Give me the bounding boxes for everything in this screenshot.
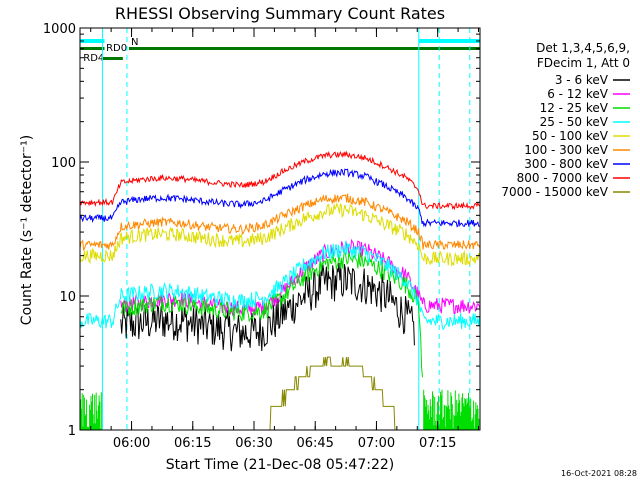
plot-frame bbox=[79, 27, 481, 431]
series-line-3 bbox=[120, 250, 423, 378]
state-bar-n-left bbox=[80, 39, 105, 43]
x-tick-label: 06:00 bbox=[113, 436, 150, 451]
legend-header-2: FDecim 1, Att 0 bbox=[537, 56, 630, 70]
series-line-4 bbox=[79, 240, 481, 330]
legend-header-1: Det 1,3,4,5,6,9, bbox=[536, 41, 630, 55]
state-bar-rd0-left bbox=[80, 47, 105, 50]
legend-label-4: 25 - 50 keV bbox=[540, 115, 609, 129]
state-bar-n-right bbox=[418, 39, 480, 43]
series-line-7 bbox=[79, 168, 480, 228]
y-tick-label: 1 bbox=[68, 424, 76, 439]
x-tick-label: 06:45 bbox=[296, 436, 333, 451]
legend-label-3: 12 - 25 keV bbox=[540, 101, 609, 115]
x-tick-label: 06:30 bbox=[235, 436, 272, 451]
y-axis-label: Count Rate (s⁻¹ detector⁻¹) bbox=[19, 135, 35, 325]
y-tick-label: 1000 bbox=[43, 22, 76, 37]
x-tick-label: 07:00 bbox=[358, 436, 395, 451]
series-line-6 bbox=[79, 193, 481, 252]
legend-label-7: 300 - 800 keV bbox=[524, 157, 608, 171]
legend-label-2: 6 - 12 keV bbox=[547, 87, 609, 101]
plot-area bbox=[80, 28, 480, 430]
x-axis-label: Start Time (21-Dec-08 05:47:22) bbox=[166, 457, 394, 473]
state-label-n: N bbox=[131, 37, 138, 48]
x-tick-label: 07:15 bbox=[419, 436, 456, 451]
chart-title: RHESSI Observing Summary Count Rates bbox=[115, 4, 445, 23]
series-line-1 bbox=[120, 263, 415, 352]
y-tick-label: 10 bbox=[59, 290, 76, 305]
x-tick-label: 06:15 bbox=[174, 436, 211, 451]
legend-label-6: 100 - 300 keV bbox=[524, 143, 608, 157]
state-bar-rd4 bbox=[102, 57, 123, 60]
generated-timestamp: 16-Oct-2021 08:28 bbox=[561, 469, 637, 478]
state-bar-rd0-right bbox=[128, 47, 480, 50]
series-line-8 bbox=[79, 150, 480, 211]
legend-label-8: 800 - 7000 keV bbox=[517, 171, 609, 185]
state-label-rd0: RD0 bbox=[106, 43, 127, 54]
legend-label-5: 50 - 100 keV bbox=[532, 129, 609, 143]
series-line-5 bbox=[79, 201, 481, 267]
legend-label-1: 3 - 6 keV bbox=[555, 73, 609, 87]
state-label-rd4: RD4 bbox=[83, 53, 104, 64]
y-tick-label: 100 bbox=[51, 156, 76, 171]
legend-label-9: 7000 - 15000 keV bbox=[501, 185, 608, 199]
